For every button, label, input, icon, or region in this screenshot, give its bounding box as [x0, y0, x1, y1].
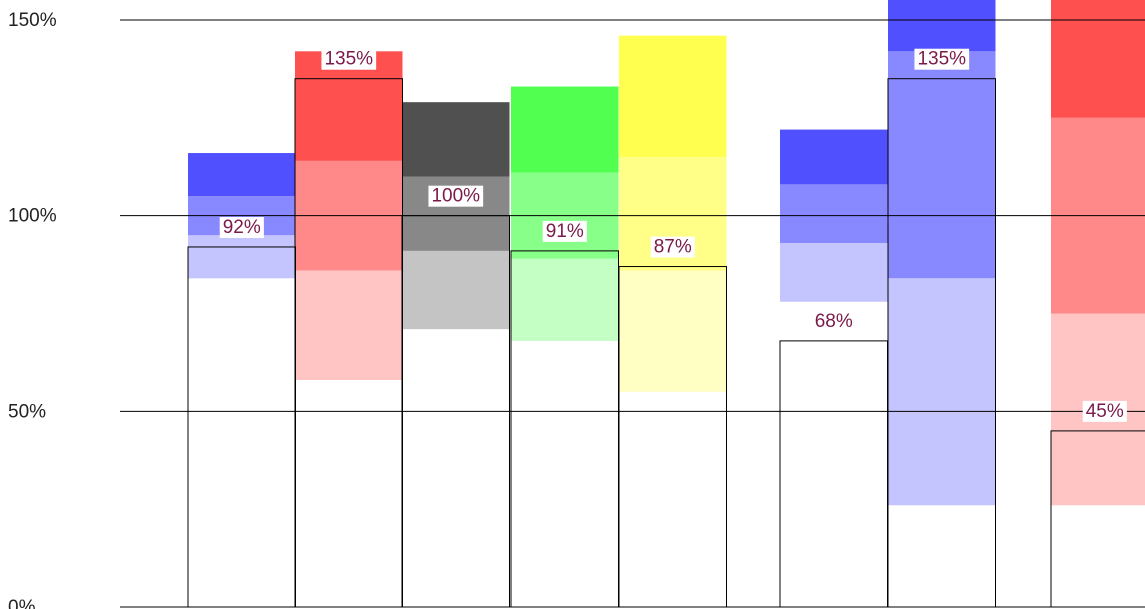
- range-band: [780, 184, 888, 244]
- range-band: [511, 258, 619, 341]
- range-band: [188, 153, 296, 197]
- value-label-bg: [1082, 400, 1127, 422]
- value-label: 45%: [1086, 401, 1124, 422]
- value-label-bg: [542, 220, 587, 242]
- range-band: [402, 250, 510, 330]
- range-band: [188, 235, 296, 279]
- range-band: [780, 243, 888, 302]
- value-label: 87%: [654, 237, 692, 258]
- y-tick-label: 50%: [8, 401, 46, 422]
- range-band: [888, 278, 996, 506]
- range-band: [402, 102, 510, 177]
- value-label-bg: [914, 48, 970, 70]
- value-label-bg: [650, 236, 695, 258]
- value-bar: [887, 78, 996, 608]
- value-label-bg: [219, 216, 264, 238]
- y-tick-label: 100%: [8, 206, 57, 227]
- value-bar: [779, 340, 888, 608]
- range-band: [619, 270, 727, 392]
- value-label: 68%: [815, 311, 853, 332]
- value-label: 92%: [223, 217, 261, 238]
- value-bar: [187, 246, 296, 608]
- range-band: [888, 51, 996, 279]
- value-label-bg: [428, 185, 484, 207]
- value-label: 100%: [431, 186, 480, 207]
- range-band: [295, 270, 403, 381]
- range-band: [888, 0, 996, 52]
- value-bar: [1050, 430, 1145, 608]
- y-tick-label: 0%: [8, 597, 36, 609]
- value-label: 135%: [324, 49, 373, 70]
- range-band: [780, 129, 888, 185]
- value-label: 135%: [917, 49, 966, 70]
- value-label-bg: [321, 48, 377, 70]
- range-band: [619, 35, 727, 157]
- value-bar: [401, 215, 510, 608]
- value-bar: [618, 266, 727, 608]
- range-band: [1051, 0, 1145, 118]
- range-band: [511, 86, 619, 173]
- value-label: 91%: [546, 221, 584, 242]
- value-label-bg: [811, 310, 856, 332]
- y-tick-label: 150%: [8, 10, 57, 31]
